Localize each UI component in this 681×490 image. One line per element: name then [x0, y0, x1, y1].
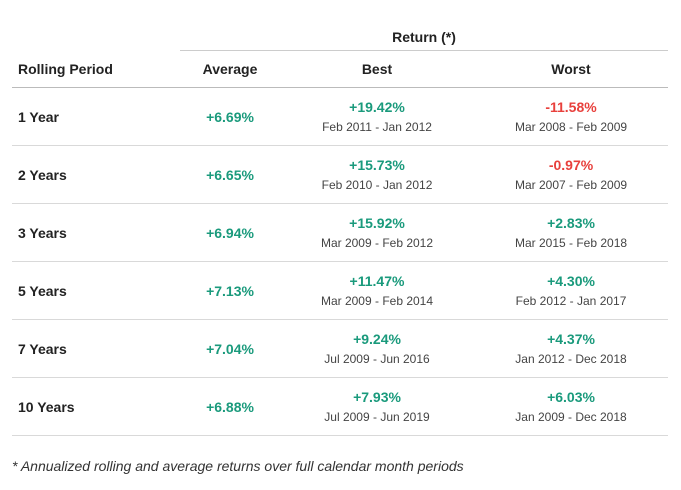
worst-dates: Feb 2012 - Jan 2017: [515, 294, 627, 308]
best-dates: Feb 2010 - Jan 2012: [321, 178, 433, 192]
worst-dates: Mar 2015 - Feb 2018: [514, 236, 628, 250]
best-dates: Mar 2009 - Feb 2012: [320, 236, 434, 250]
returns-table-container: Return (*) Rolling Period Average Best W…: [12, 24, 669, 436]
best-dates: Jul 2009 - Jun 2019: [324, 410, 430, 424]
average-value: +7.13%: [206, 282, 254, 299]
best-header: Best: [280, 50, 474, 88]
average-value: +6.94%: [206, 224, 254, 241]
worst-dates: Mar 2007 - Feb 2009: [514, 178, 628, 192]
return-group-header: Return (*): [180, 24, 669, 51]
table-row: 3 Years +6.94% +15.92% Mar 2009 - Feb 201…: [12, 203, 669, 262]
average-value: +7.04%: [206, 340, 254, 357]
average-value: +6.88%: [206, 398, 254, 415]
rolling-period-header: Rolling Period: [12, 50, 180, 88]
average-value: +6.69%: [206, 108, 254, 125]
period-cell: 10 Years: [12, 377, 180, 436]
worst-cell: +2.83% Mar 2015 - Feb 2018: [474, 203, 669, 262]
period-cell: 2 Years: [12, 145, 180, 204]
best-value: +7.93%: [353, 389, 401, 405]
rolling-returns-table: Return (*) Rolling Period Average Best W…: [12, 24, 669, 436]
table-row: 5 Years +7.13% +11.47% Mar 2009 - Feb 201…: [12, 261, 669, 320]
worst-value: +4.37%: [547, 331, 595, 347]
table-row: 10 Years +6.88% +7.93% Jul 2009 - Jun 201…: [12, 377, 669, 436]
worst-cell: +4.37% Jan 2012 - Dec 2018: [474, 319, 669, 378]
worst-cell: -0.97% Mar 2007 - Feb 2009: [474, 145, 669, 204]
table-row: 7 Years +7.04% +9.24% Jul 2009 - Jun 2016…: [12, 319, 669, 378]
period-cell: 7 Years: [12, 319, 180, 378]
period-cell: 5 Years: [12, 261, 180, 320]
average-cell: +6.65%: [180, 145, 280, 204]
best-cell: +15.73% Feb 2010 - Jan 2012: [280, 145, 474, 204]
footnote: * Annualized rolling and average returns…: [12, 458, 464, 474]
best-dates: Feb 2011 - Jan 2012: [322, 120, 432, 134]
table-row: 2 Years +6.65% +15.73% Feb 2010 - Jan 201…: [12, 145, 669, 204]
best-dates: Mar 2009 - Feb 2014: [320, 294, 434, 308]
period-cell: 3 Years: [12, 203, 180, 262]
worst-dates: Jan 2012 - Dec 2018: [515, 352, 627, 366]
best-value: +11.47%: [349, 273, 405, 289]
average-cell: +7.13%: [180, 261, 280, 320]
average-cell: +6.88%: [180, 377, 280, 436]
group-header-spacer: [12, 24, 180, 51]
best-value: +9.24%: [353, 331, 401, 347]
best-dates: Jul 2009 - Jun 2016: [324, 352, 430, 366]
average-value: +6.65%: [206, 166, 254, 183]
best-value: +15.73%: [349, 157, 405, 173]
best-cell: +15.92% Mar 2009 - Feb 2012: [280, 203, 474, 262]
worst-cell: +6.03% Jan 2009 - Dec 2018: [474, 377, 669, 436]
best-cell: +11.47% Mar 2009 - Feb 2014: [280, 261, 474, 320]
best-cell: +19.42% Feb 2011 - Jan 2012: [280, 87, 474, 146]
best-cell: +9.24% Jul 2009 - Jun 2016: [280, 319, 474, 378]
best-value: +19.42%: [349, 99, 405, 115]
worst-cell: -11.58% Mar 2008 - Feb 2009: [474, 87, 669, 146]
best-value: +15.92%: [349, 215, 405, 231]
worst-header: Worst: [474, 50, 669, 88]
worst-value: +4.30%: [547, 273, 595, 289]
table-row: 1 Year +6.69% +19.42% Feb 2011 - Jan 2012…: [12, 87, 669, 146]
column-header-row: Rolling Period Average Best Worst: [12, 50, 669, 88]
average-cell: +6.94%: [180, 203, 280, 262]
average-cell: +6.69%: [180, 87, 280, 146]
worst-value: +6.03%: [547, 389, 595, 405]
worst-cell: +4.30% Feb 2012 - Jan 2017: [474, 261, 669, 320]
period-cell: 1 Year: [12, 87, 180, 146]
best-cell: +7.93% Jul 2009 - Jun 2019: [280, 377, 474, 436]
average-cell: +7.04%: [180, 319, 280, 378]
group-header-row: Return (*): [12, 24, 669, 51]
worst-dates: Mar 2008 - Feb 2009: [514, 120, 628, 134]
worst-value: -11.58%: [545, 99, 597, 115]
worst-value: +2.83%: [547, 215, 595, 231]
worst-dates: Jan 2009 - Dec 2018: [515, 410, 627, 424]
average-header: Average: [180, 50, 280, 88]
worst-value: -0.97%: [548, 157, 594, 173]
